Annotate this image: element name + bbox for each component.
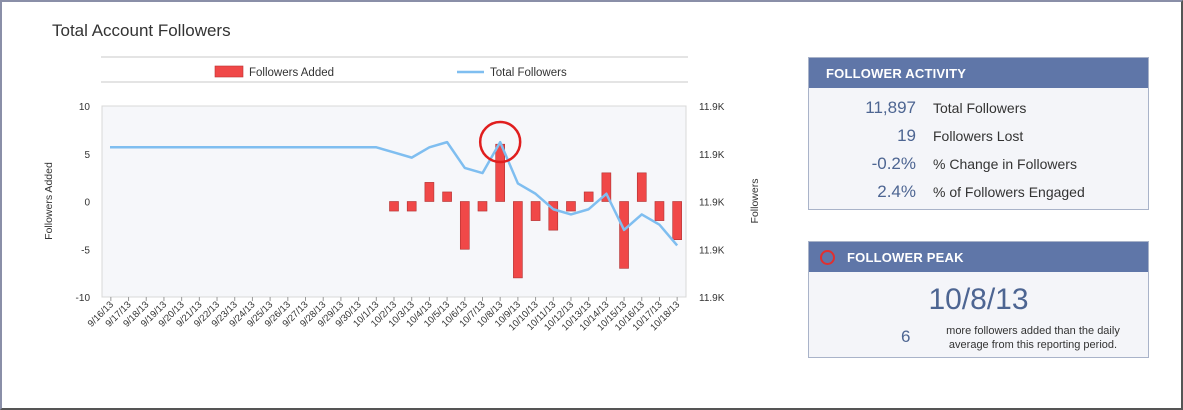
left-axis-tick-label: 10 xyxy=(79,102,91,113)
peak-date: 10/8/13 xyxy=(928,283,1029,316)
activity-label: % of Followers Engaged xyxy=(933,184,1085,200)
peak-highlight-circle xyxy=(478,120,522,164)
legend-label-followers-added: Followers Added xyxy=(249,67,334,79)
bar-followers-added xyxy=(495,143,505,202)
activity-row-lost: 19 Followers Lost xyxy=(809,126,1148,146)
peak-description: more followers added than the daily aver… xyxy=(946,325,1120,351)
activity-row-total: 11,897 Total Followers xyxy=(809,98,1148,118)
left-axis-tick-label: -10 xyxy=(76,293,91,304)
red-circle-icon xyxy=(820,249,835,265)
follower-peak-title: FOLLOWER PEAK xyxy=(847,249,964,265)
bar-followers-added xyxy=(389,201,399,212)
bar-followers-added xyxy=(548,201,559,231)
follower-activity-panel: FOLLOWER ACTIVITY 11,897 Total Followers… xyxy=(808,57,1149,210)
left-axis-tick-label: 0 xyxy=(84,198,90,209)
right-axis-tick-label: 11.9K xyxy=(699,102,725,113)
bar-followers-added xyxy=(530,201,541,221)
activity-label: Total Followers xyxy=(933,100,1027,116)
bar-followers-added xyxy=(459,201,470,250)
follower-activity-header: FOLLOWER ACTIVITY xyxy=(809,58,1148,88)
bar-followers-added xyxy=(477,201,488,212)
peak-count: 6 xyxy=(901,327,911,346)
followers-chart: Followers Added Total Followers 10 5 0 -5 -10 1… xyxy=(43,56,761,333)
follower-peak-panel: FOLLOWER PEAK 10/8/13 6 more followers a… xyxy=(808,241,1149,358)
activity-value: 19 xyxy=(897,126,916,145)
bar-followers-added xyxy=(601,172,612,202)
bar-followers-added xyxy=(583,191,594,202)
right-axis-title: Followers xyxy=(749,179,761,224)
right-axis-tick-label: 11.9K xyxy=(699,293,725,304)
legend-swatch-followers-added xyxy=(214,65,244,78)
right-axis-tick-label: 11.9K xyxy=(699,245,725,256)
follower-activity-title: FOLLOWER ACTIVITY xyxy=(826,65,967,81)
activity-value: 11,897 xyxy=(865,98,916,117)
activity-value: -0.2% xyxy=(871,154,916,173)
page-title: Total Account Followers xyxy=(52,21,231,40)
bar-followers-added xyxy=(654,201,665,221)
activity-value: 2.4% xyxy=(877,182,916,201)
activity-row-engaged: 2.4% % of Followers Engaged xyxy=(809,182,1148,202)
activity-row-change: -0.2% % Change in Followers xyxy=(809,154,1148,174)
bar-followers-added xyxy=(513,201,523,279)
left-axis-tick-label: -5 xyxy=(81,245,90,256)
bar-followers-added xyxy=(619,201,629,269)
follower-peak-header: FOLLOWER PEAK xyxy=(809,242,1148,272)
bar-followers-added xyxy=(424,182,435,202)
activity-label: Followers Lost xyxy=(933,128,1024,144)
right-axis-tick-label: 11.9K xyxy=(699,150,725,161)
bar-followers-added xyxy=(672,201,682,241)
bar-followers-added xyxy=(406,201,417,212)
legend-label-total-followers: Total Followers xyxy=(490,67,567,79)
bar-followers-added xyxy=(566,201,576,212)
line-total-followers xyxy=(110,140,679,247)
activity-label: % Change in Followers xyxy=(933,156,1077,172)
right-axis-tick-label: 11.9K xyxy=(699,198,725,209)
bar-followers-added xyxy=(442,191,452,202)
bar-followers-added xyxy=(636,172,647,202)
left-axis-tick-label: 5 xyxy=(84,150,90,161)
left-axis-title: Followers Added xyxy=(43,162,55,240)
